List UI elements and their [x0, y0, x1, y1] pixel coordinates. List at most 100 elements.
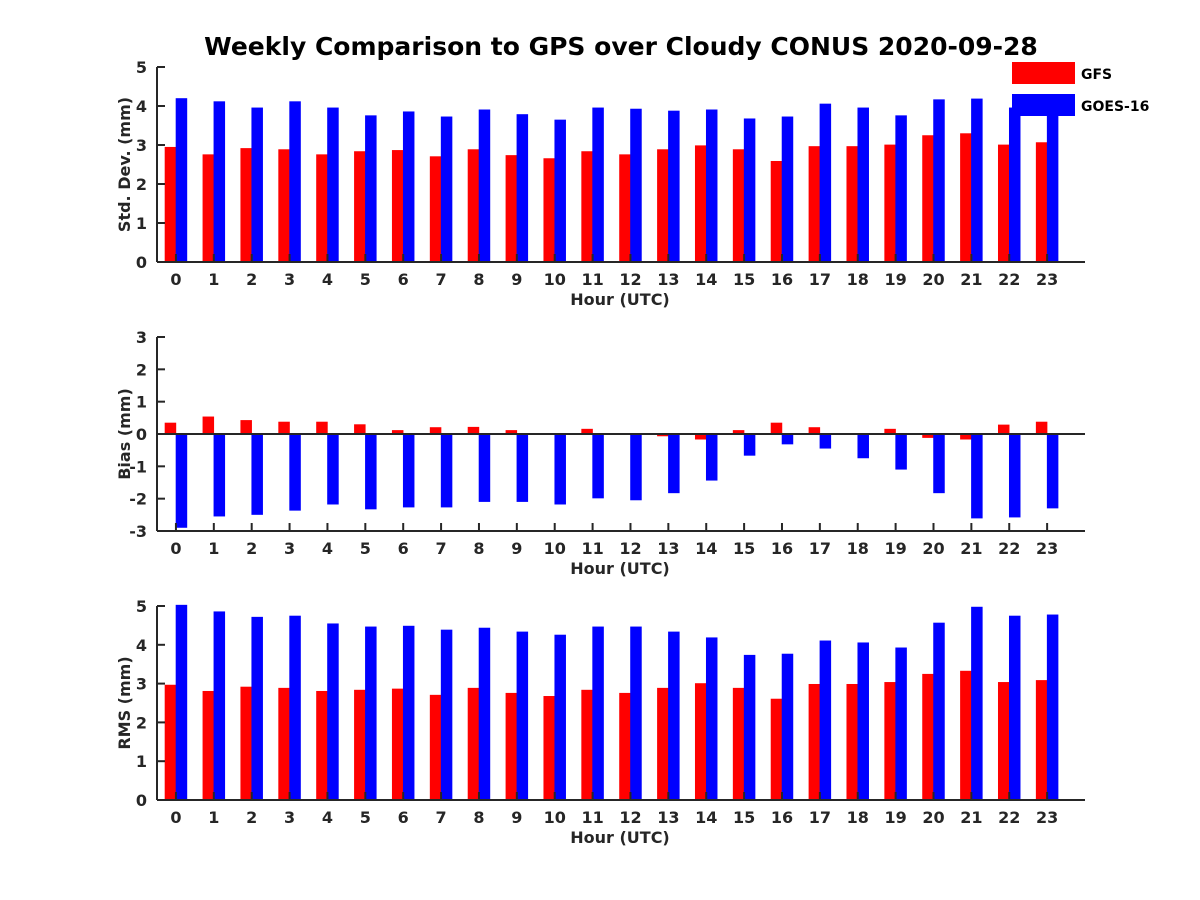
bar-goes-16-22	[1008, 107, 1021, 262]
bar-gfs-19	[884, 428, 896, 434]
y-tick-label: 3	[136, 136, 147, 155]
x-tick-label: 3	[284, 808, 295, 827]
bar-gfs-17	[808, 146, 821, 262]
bar-gfs-16	[770, 422, 783, 434]
x-tick-label: 19	[884, 808, 906, 827]
y-axis-label: Bias (mm)	[115, 388, 134, 480]
bar-goes-16-2	[251, 434, 263, 515]
x-tick-label: 17	[809, 539, 831, 558]
bar-gfs-6	[391, 430, 404, 434]
bar-gfs-21	[960, 133, 972, 262]
x-tick-label: 3	[284, 539, 295, 558]
bar-goes-16-13	[668, 434, 680, 494]
bar-gfs-15	[732, 430, 745, 434]
x-tick-label: 18	[847, 270, 869, 289]
bar-goes-16-6	[402, 625, 415, 800]
x-tick-label: 21	[960, 270, 982, 289]
bar-goes-16-1	[213, 101, 226, 262]
x-tick-label: 9	[511, 539, 522, 558]
x-tick-label: 5	[360, 808, 371, 827]
bar-goes-16-10	[554, 634, 566, 800]
bar-gfs-0	[164, 684, 177, 800]
x-tick-label: 23	[1036, 539, 1058, 558]
bar-gfs-14	[694, 145, 707, 262]
bar-goes-16-20	[933, 99, 945, 263]
bar-gfs-6	[391, 150, 404, 262]
bar-goes-16-1	[213, 434, 226, 517]
legend-swatch-goes-16	[1012, 94, 1075, 116]
y-tick-label: 4	[136, 636, 147, 655]
bar-goes-16-13	[668, 110, 680, 263]
bar-gfs-8	[467, 687, 480, 800]
bar-gfs-7	[429, 427, 442, 434]
bar-goes-16-7	[440, 116, 453, 262]
bar-gfs-11	[581, 428, 593, 434]
bar-gfs-2	[240, 420, 252, 434]
bar-gfs-9	[505, 155, 518, 262]
bar-gfs-23	[1035, 142, 1048, 262]
y-axis-label: RMS (mm)	[115, 656, 134, 749]
bar-goes-16-9	[516, 434, 529, 502]
x-tick-label: 10	[544, 270, 566, 289]
x-tick-label: 12	[619, 539, 641, 558]
bar-gfs-8	[467, 426, 480, 434]
bar-goes-16-13	[668, 631, 680, 800]
bar-goes-16-7	[440, 629, 453, 800]
x-tick-label: 14	[695, 808, 717, 827]
y-tick-label: 2	[136, 713, 147, 732]
bar-gfs-1	[202, 416, 215, 434]
x-tick-label: 6	[398, 808, 409, 827]
bar-goes-16-19	[895, 434, 907, 470]
y-tick-label: 1	[136, 214, 147, 233]
bar-goes-16-12	[630, 434, 642, 501]
bar-goes-16-17	[819, 640, 832, 800]
x-tick-label: 10	[544, 808, 566, 827]
x-tick-label: 7	[436, 808, 447, 827]
bar-goes-16-15	[743, 434, 756, 456]
bar-gfs-19	[884, 682, 896, 800]
bar-goes-16-11	[592, 626, 604, 800]
bar-goes-16-9	[516, 631, 529, 800]
y-tick-label: 0	[136, 425, 147, 444]
x-tick-label: 8	[473, 539, 484, 558]
bar-goes-16-22	[1008, 434, 1021, 518]
bar-gfs-21	[960, 670, 972, 800]
y-tick-label: 3	[136, 328, 147, 347]
series-goes-16	[175, 604, 1059, 800]
bar-goes-16-0	[175, 604, 188, 800]
bar-goes-16-12	[630, 626, 642, 800]
bar-gfs-22	[997, 424, 1010, 434]
bar-goes-16-5	[365, 626, 377, 800]
bar-goes-16-11	[592, 107, 604, 262]
bar-goes-16-17	[819, 103, 832, 262]
bar-gfs-9	[505, 692, 518, 800]
x-tick-label: 1	[208, 539, 219, 558]
bar-goes-16-18	[857, 642, 869, 800]
legend-swatch-gfs	[1012, 62, 1075, 84]
y-axis-label: Std. Dev. (mm)	[115, 97, 134, 232]
bar-goes-16-15	[743, 118, 756, 262]
bar-goes-16-9	[516, 114, 529, 262]
x-tick-label: 4	[322, 808, 333, 827]
y-tick-label: 2	[136, 175, 147, 194]
bar-goes-16-3	[289, 101, 301, 262]
x-tick-label: 9	[511, 270, 522, 289]
bar-goes-16-5	[365, 115, 377, 262]
bar-gfs-7	[429, 156, 442, 262]
bar-goes-16-22	[1008, 615, 1021, 800]
y-tick-label: 1	[136, 393, 147, 412]
x-tick-label: 20	[922, 808, 944, 827]
y-tick-label: 0	[136, 791, 147, 810]
x-tick-label: 16	[771, 270, 793, 289]
x-axis-label: Hour (UTC)	[570, 559, 670, 578]
bar-gfs-15	[732, 687, 745, 800]
bar-gfs-20	[922, 673, 934, 800]
x-tick-label: 7	[436, 270, 447, 289]
bar-goes-16-20	[933, 434, 945, 494]
bar-goes-16-20	[933, 622, 945, 800]
y-tick-label: 3	[136, 675, 147, 694]
bar-goes-16-5	[365, 434, 377, 510]
